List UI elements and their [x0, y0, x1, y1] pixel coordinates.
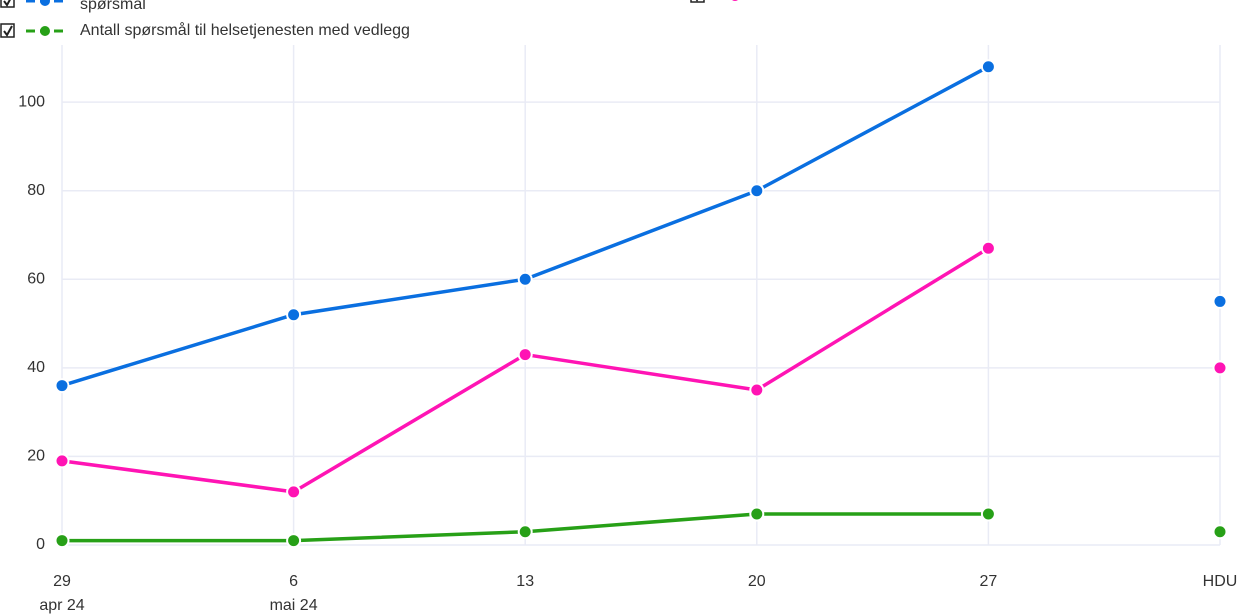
- data-point: [980, 506, 996, 522]
- x-tick-label: 6: [289, 573, 298, 590]
- data-point: [980, 59, 996, 75]
- data-point: [517, 271, 533, 287]
- x-tick-label: 20: [748, 573, 766, 590]
- data-point: [749, 183, 765, 199]
- data-point: [749, 382, 765, 398]
- x-tick-label: 27: [980, 573, 998, 590]
- y-tick-label: 20: [27, 448, 45, 465]
- legend-check: [3, 25, 13, 37]
- y-tick-label: 60: [27, 271, 45, 288]
- data-point: [517, 347, 533, 363]
- data-point: [286, 307, 302, 323]
- data-point: [1212, 360, 1228, 376]
- y-tick-label: 100: [18, 93, 45, 110]
- data-point: [286, 533, 302, 549]
- legend-check: [3, 0, 11, 7]
- data-point: [54, 378, 70, 394]
- x-tick-label: 29: [53, 573, 71, 590]
- x-tick-sublabel: apr 24: [39, 597, 84, 614]
- data-point: [749, 506, 765, 522]
- data-point: [1212, 524, 1228, 540]
- legend-marker: [732, 0, 738, 1]
- legend-marker: [40, 26, 50, 36]
- x-tick-sublabel: mai 24: [270, 597, 318, 614]
- legend-label: Antall spørsmål til helsetjenesten med v…: [80, 21, 410, 39]
- data-point: [980, 240, 996, 256]
- x-tick-label: 13: [516, 573, 534, 590]
- data-point: [1212, 293, 1228, 309]
- y-tick-label: 0: [36, 536, 45, 553]
- x-tick-label: HDU: [1203, 573, 1238, 590]
- data-point: [54, 533, 70, 549]
- data-point: [517, 524, 533, 540]
- data-point: [286, 484, 302, 500]
- y-tick-label: 80: [27, 182, 45, 199]
- legend-marker: [40, 0, 50, 6]
- y-tick-label: 40: [27, 359, 45, 376]
- data-point: [54, 453, 70, 469]
- legend-label: spørsmål: [80, 0, 146, 13]
